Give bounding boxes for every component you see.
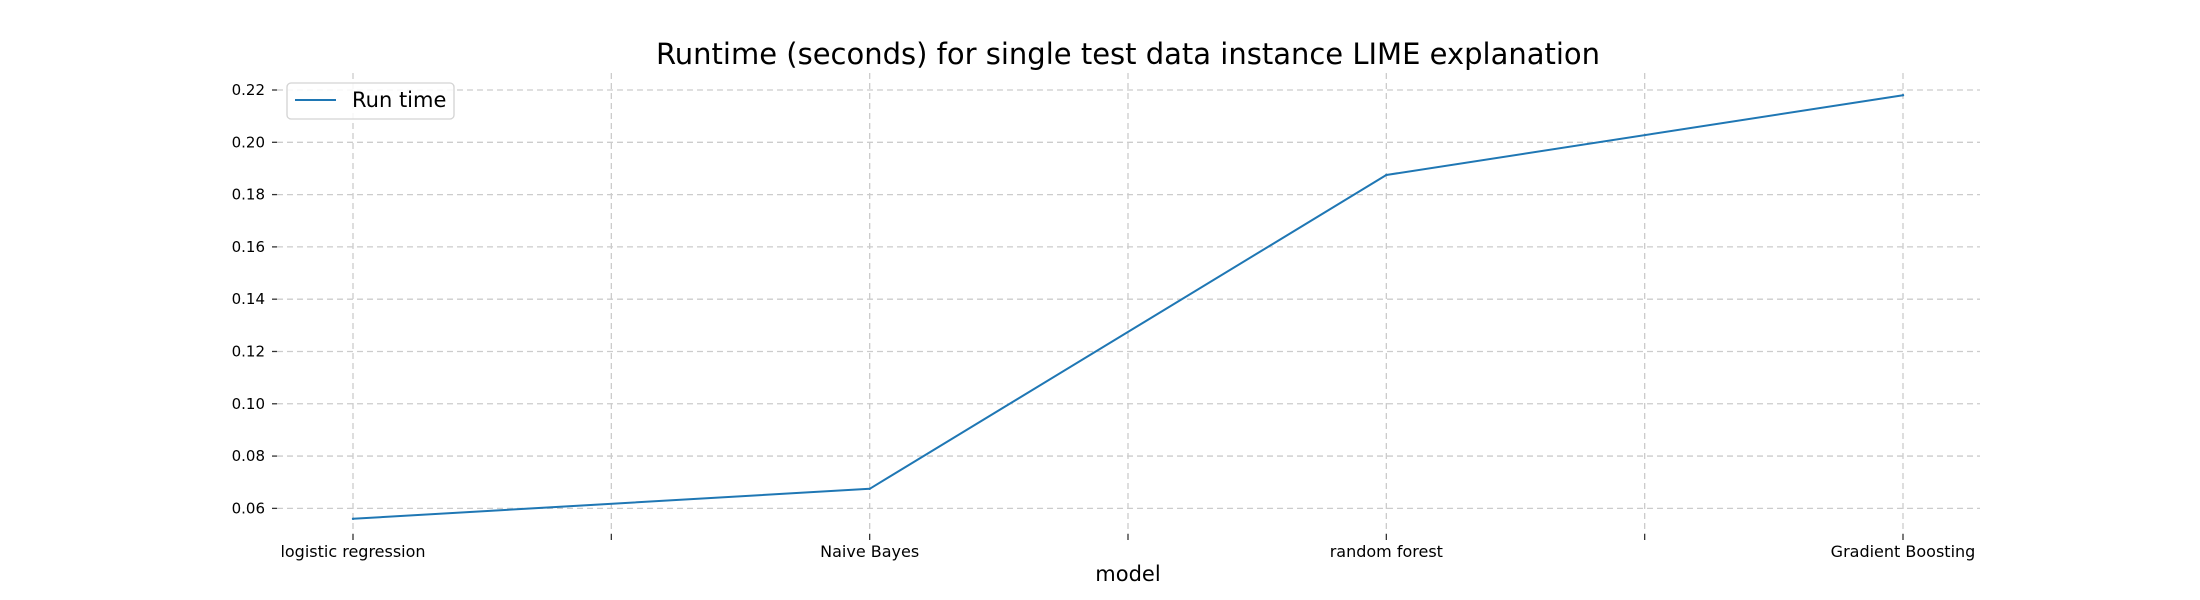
- x-tick-label: Gradient Boosting: [1831, 542, 1976, 561]
- y-tick-label: 0.06: [232, 499, 265, 517]
- y-tick-label: 0.08: [232, 447, 265, 465]
- axis-layer: 0.06 0.08 0.10 0.12 0.14 0.16 0.18 0.20 0.22 logi…: [232, 81, 1976, 561]
- x-tick-label: Naive Bayes: [820, 542, 919, 561]
- x-axis-label: model: [1095, 562, 1160, 586]
- legend-box: [286, 82, 455, 120]
- y-tick-label: 0.10: [232, 395, 265, 413]
- x-tick-label: logistic regression: [280, 542, 425, 561]
- series-line-run-time: [352, 94, 1904, 520]
- data-point: [1385, 173, 1388, 177]
- grid-layer: [277, 73, 1980, 534]
- y-tick-label: 0.12: [232, 342, 265, 360]
- legend: Run time: [286, 82, 455, 120]
- x-tick-label: random forest: [1330, 542, 1443, 561]
- y-tick-label: 0.22: [232, 81, 265, 99]
- data-point: [868, 487, 871, 490]
- y-tick-label: 0.14: [232, 290, 265, 308]
- y-tick-label: 0.16: [232, 238, 265, 256]
- chart-title: Runtime (seconds) for single test data i…: [656, 37, 1600, 71]
- legend-label: Run time: [352, 88, 446, 112]
- y-tick-label: 0.20: [232, 133, 265, 151]
- data-point: [1901, 94, 1905, 97]
- data-point: [351, 517, 355, 521]
- series-layer: [351, 94, 1905, 521]
- y-tick-label: 0.18: [232, 186, 265, 204]
